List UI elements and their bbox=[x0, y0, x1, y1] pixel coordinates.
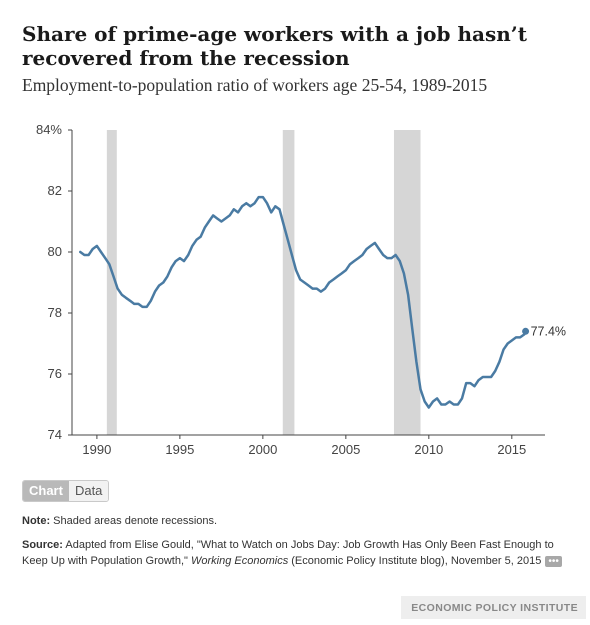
more-button[interactable]: ••• bbox=[545, 555, 562, 567]
x-tick-label: 2000 bbox=[248, 442, 277, 457]
note-label: Note: bbox=[22, 515, 51, 527]
recession-bands bbox=[106, 130, 421, 435]
x-tick-label: 1995 bbox=[165, 442, 194, 457]
y-tick-label: 84% bbox=[36, 122, 62, 137]
view-toggle: Chart Data bbox=[22, 480, 110, 502]
y-tick-label: 80 bbox=[48, 244, 62, 259]
y-tick-label: 74 bbox=[48, 427, 62, 442]
recession-band bbox=[393, 130, 421, 435]
source-publication: Working Economics bbox=[191, 555, 289, 567]
series-layer: 77.4% bbox=[79, 195, 566, 409]
x-tick-label: 1990 bbox=[82, 442, 111, 457]
chart-subtitle: Employment-to-population ratio of worker… bbox=[22, 75, 488, 95]
x-tick-label: 2005 bbox=[331, 442, 360, 457]
y-tick-label: 76 bbox=[48, 366, 62, 381]
chart-view-button[interactable]: Chart bbox=[23, 481, 69, 501]
data-view-button[interactable]: Data bbox=[68, 481, 109, 501]
end-value-label: 77.4% bbox=[531, 324, 566, 338]
source-text-2: (Economic Policy Institute blog), Novemb… bbox=[288, 555, 542, 567]
line-chart: 74 76 78 80 82 84% 1990 1995 2000 2005 2010 2015 77… bbox=[36, 122, 566, 457]
chart-note: Note: Shaded areas denote recessions. bbox=[22, 514, 582, 529]
y-tick-label: 78 bbox=[48, 305, 62, 320]
x-tick-label: 2010 bbox=[414, 442, 443, 457]
organization-credit: ECONOMIC POLICY INSTITUTE bbox=[401, 596, 586, 619]
end-point-marker bbox=[522, 327, 530, 335]
chart-source: Source: Adapted from Elise Gould, "What … bbox=[22, 537, 570, 569]
x-tick-label: 2015 bbox=[497, 442, 526, 457]
axes: 74 76 78 80 82 84% 1990 1995 2000 2005 2010 2015 bbox=[36, 122, 545, 457]
source-text-1: Adapted from Elise Gould, "What to Watch… bbox=[22, 539, 554, 567]
recession-band bbox=[106, 130, 117, 435]
note-text: Shaded areas denote recessions. bbox=[50, 515, 218, 527]
series-line bbox=[79, 195, 527, 409]
recession-band bbox=[282, 130, 295, 435]
chart-title: Share of prime-age workers with a job ha… bbox=[22, 22, 527, 70]
source-label: Source: bbox=[22, 539, 63, 551]
y-tick-label: 82 bbox=[48, 183, 62, 198]
